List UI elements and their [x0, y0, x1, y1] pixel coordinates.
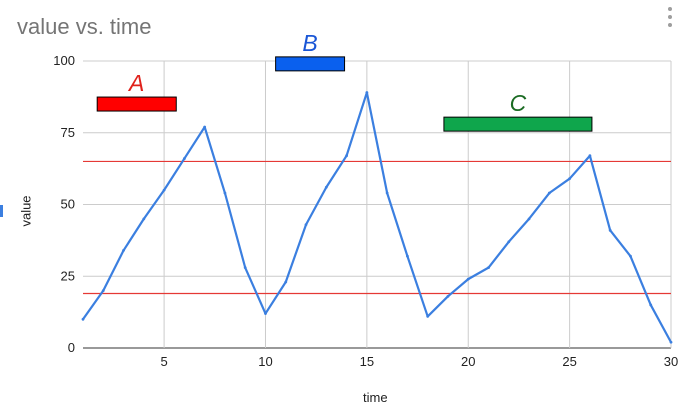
- data-point: [385, 191, 389, 195]
- data-point: [588, 154, 592, 158]
- data-point: [365, 91, 369, 94]
- x-tick-label: 10: [258, 354, 272, 369]
- series-line: [82, 91, 672, 343]
- data-point: [223, 191, 227, 195]
- data-point: [182, 157, 186, 160]
- data-point: [324, 185, 328, 189]
- data-point: [487, 266, 490, 270]
- data-point: [406, 254, 409, 258]
- y-tick-label: 75: [61, 125, 75, 140]
- data-point: [426, 315, 430, 318]
- x-tick-label: 20: [461, 354, 475, 369]
- data-point: [264, 312, 267, 315]
- annotation-box: [443, 116, 593, 132]
- y-tick-label: 100: [53, 53, 75, 68]
- data-point: [203, 125, 207, 129]
- x-axis-label: time: [363, 390, 388, 405]
- data-point: [507, 240, 511, 244]
- data-point: [629, 254, 632, 258]
- x-tick-label: 15: [360, 354, 374, 369]
- y-axis-label: value: [18, 195, 34, 227]
- x-tick-label: 25: [562, 354, 576, 369]
- data-point: [101, 289, 105, 292]
- data-point: [649, 303, 653, 307]
- data-point: [284, 280, 288, 284]
- y-tick-label: 0: [68, 340, 75, 355]
- data-point: [162, 188, 166, 192]
- more-vertical-icon[interactable]: [663, 4, 677, 30]
- data-point: [527, 217, 531, 221]
- data-point: [81, 317, 85, 321]
- annotation-label: A: [127, 70, 144, 96]
- x-tick-label: 30: [664, 354, 678, 369]
- data-point: [466, 277, 470, 281]
- y-tick-label: 50: [61, 197, 75, 212]
- annotation-label: B: [302, 30, 317, 56]
- data-point: [568, 177, 572, 181]
- data-point: [669, 340, 673, 344]
- chart-title: value vs. time: [17, 14, 152, 39]
- data-point: [142, 217, 146, 221]
- data-point: [608, 228, 612, 232]
- legend-swatch: [0, 205, 3, 217]
- x-tick-label: 5: [160, 354, 167, 369]
- annotation-box: [96, 96, 177, 112]
- data-point: [446, 294, 450, 298]
- data-point: [243, 266, 247, 270]
- annotation-label: C: [510, 90, 527, 116]
- y-tick-label: 25: [61, 268, 75, 283]
- annotation-box: [275, 56, 346, 72]
- data-point: [122, 249, 125, 252]
- data-point: [304, 223, 308, 226]
- data-point: [345, 154, 348, 158]
- data-point: [547, 191, 551, 195]
